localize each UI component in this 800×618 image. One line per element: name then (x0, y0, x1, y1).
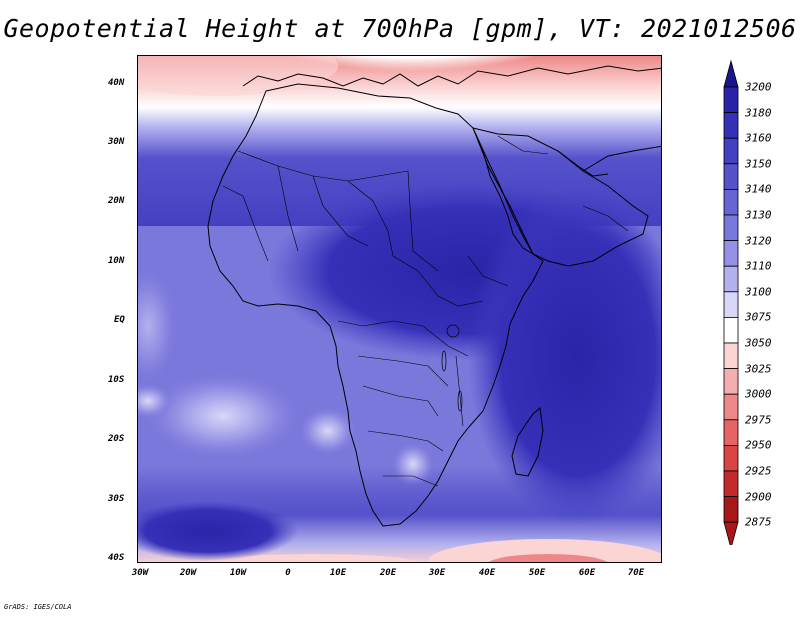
colorbar-swatch (723, 393, 739, 421)
lat-label-30s: 30S (108, 494, 125, 504)
lon-label-20w: 20W (179, 568, 197, 578)
colorbar-swatch (723, 444, 739, 472)
lat-label-20n: 20N (108, 196, 125, 206)
field-low-equatorial (138, 266, 178, 386)
field-low-botswana (391, 442, 435, 486)
map-plot-area (137, 55, 662, 563)
colorbar-swatch (723, 342, 739, 370)
field-south-pink (428, 539, 661, 562)
field-low-angola (298, 406, 358, 456)
colorbar-label: 3100 (745, 285, 772, 299)
lon-label-50e: 50E (528, 568, 546, 578)
lat-label-40n: 40N (108, 78, 125, 88)
colorbar-swatch (723, 265, 739, 293)
colorbar-label: 2950 (745, 438, 772, 452)
colorbar-label: 3110 (745, 259, 772, 273)
lat-label-10n: 10N (108, 256, 125, 266)
field-low-atlantic (143, 371, 303, 461)
border-levant-iraq (497, 135, 549, 155)
gulf-coast (557, 150, 609, 177)
colorbar-label: 3160 (745, 131, 772, 145)
lat-label-eq: EQ (114, 315, 125, 325)
colorbar-label: 2975 (745, 413, 772, 427)
field-south-pink-west (205, 554, 421, 562)
lon-label-10w: 10W (229, 568, 247, 578)
lon-label-0: 0 (285, 568, 291, 578)
colorbar-label: 2925 (745, 464, 772, 478)
lon-label-40e: 40E (478, 568, 496, 578)
colorbar-min-arrow (723, 521, 739, 545)
border-egypt-sudan (407, 170, 439, 272)
field-south-red (489, 554, 607, 562)
colorbar-label: 3140 (745, 182, 772, 196)
field-high-southatlantic (138, 501, 298, 561)
border-namibia (367, 430, 444, 452)
africa-coast (207, 83, 544, 527)
redsea-coast (472, 127, 534, 255)
lon-label-20e: 20E (379, 568, 397, 578)
colorbar-swatch (723, 240, 739, 267)
colorbar-swatch (723, 316, 739, 344)
border-mauritania (222, 185, 269, 262)
lake-victoria (446, 324, 460, 338)
colorbar-label: 3050 (745, 336, 772, 350)
lake-tanganyika (441, 350, 447, 372)
border-ethiopia (467, 255, 509, 287)
colorbar-swatch (723, 419, 739, 446)
colorbar-swatch (723, 112, 739, 139)
colorbar-max-arrow (723, 59, 739, 88)
colorbar-label: 3150 (745, 157, 772, 171)
colorbar-swatch (723, 291, 739, 318)
colorbar-label: 3130 (745, 208, 772, 222)
lat-label-40s: 40S (108, 553, 125, 563)
field-low-west (138, 383, 173, 419)
colorbar-label: 3000 (745, 387, 772, 401)
lon-label-30w: 30W (131, 568, 149, 578)
border-south-africa (383, 475, 439, 487)
border-angola-zambia (362, 385, 439, 417)
colorbar-label: 3120 (745, 234, 772, 248)
colorbar-swatch (723, 214, 739, 242)
colorbar-swatch (723, 470, 739, 498)
colorbar-label: 2900 (745, 490, 772, 504)
coastlines (207, 65, 661, 527)
lon-label-30e: 30E (428, 568, 446, 578)
lake-malawi (457, 390, 463, 412)
lon-label-60e: 60E (578, 568, 596, 578)
iran-coast (582, 145, 661, 172)
colorbar-label: 3200 (745, 80, 772, 94)
europe-coast (242, 65, 661, 87)
lat-label-20s: 20S (108, 434, 125, 444)
map-title: Geopotential Height at 700hPa [gpm], VT:… (3, 14, 797, 43)
colorbar-label: 3025 (745, 362, 772, 376)
border-lakes (455, 355, 464, 427)
lat-label-30n: 30N (108, 137, 125, 147)
border-congo-north (337, 320, 469, 357)
colorbar-swatch (723, 188, 739, 216)
colorbar-graphic (723, 59, 739, 545)
geopotential-map (138, 56, 661, 562)
border-mali-algeria (277, 165, 299, 252)
colorbar-swatch (723, 137, 739, 165)
border-sudan-south (392, 255, 484, 307)
colorbar-swatch (723, 163, 739, 190)
lakes (441, 324, 463, 412)
colorbar-swatch (723, 86, 739, 114)
border-maghreb (237, 150, 409, 182)
madagascar-coast (511, 407, 544, 477)
lat-label-10s: 10S (108, 375, 125, 385)
lon-label-70e: 70E (627, 568, 645, 578)
colorbar-label: 2875 (745, 515, 772, 529)
lon-label-10e: 10E (329, 568, 347, 578)
border-libya-chad (347, 180, 394, 257)
colorbar-label: 3180 (745, 106, 772, 120)
border-niger (312, 175, 369, 247)
colorbar-label: 3075 (745, 310, 772, 324)
colorbar-swatch (723, 368, 739, 395)
border-saudi-oman (582, 205, 629, 232)
country-borders (222, 135, 629, 487)
colorbar-swatch (723, 496, 739, 523)
grads-credit: GrADS: IGES/COLA (4, 603, 72, 611)
border-drc (357, 355, 449, 387)
